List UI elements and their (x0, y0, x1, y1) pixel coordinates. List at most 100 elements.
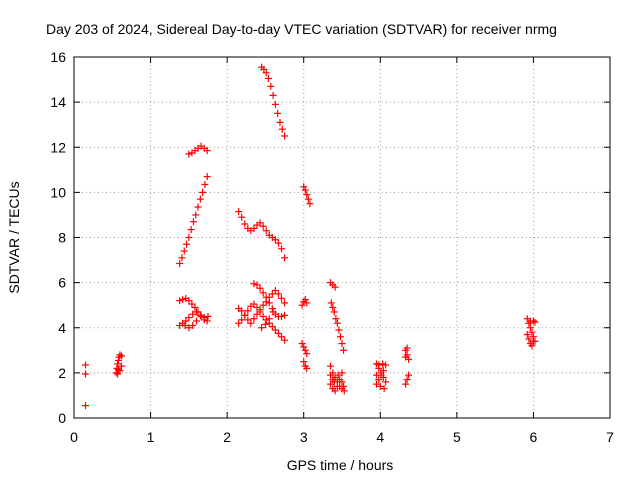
data-point (244, 307, 252, 315)
data-point (278, 125, 286, 133)
data-point (268, 290, 276, 298)
data-point (235, 319, 243, 327)
data-point (259, 301, 267, 309)
data-point (403, 376, 411, 384)
data-point (117, 352, 125, 360)
data-point (196, 195, 204, 203)
data-point (372, 380, 380, 388)
data-point (372, 371, 380, 379)
data-point (300, 343, 308, 351)
data-point (238, 213, 246, 221)
x-tick-label: 1 (147, 429, 155, 445)
data-point (185, 324, 193, 332)
data-point (278, 312, 286, 320)
data-point (117, 362, 125, 370)
data-point (176, 297, 184, 305)
data-point (529, 337, 537, 345)
data-point (204, 312, 212, 320)
data-point (267, 82, 275, 90)
data-point (278, 333, 286, 341)
data-point (194, 203, 202, 211)
data-point (281, 336, 289, 344)
data-point (114, 365, 122, 373)
data-point (199, 188, 207, 196)
data-point (301, 346, 309, 354)
data-point (81, 361, 89, 369)
data-point (306, 200, 314, 208)
data-point (379, 367, 387, 375)
data-point (116, 351, 124, 359)
x-tick-label: 7 (606, 429, 614, 445)
data-point (244, 316, 252, 324)
data-point (300, 358, 308, 366)
data-point (261, 320, 269, 328)
data-point (241, 220, 249, 228)
data-point (331, 387, 339, 395)
data-point (274, 109, 282, 117)
data-point (259, 289, 267, 297)
data-point (333, 319, 341, 327)
data-point (114, 356, 122, 364)
data-points (81, 63, 539, 410)
data-point (303, 299, 311, 307)
data-point (269, 91, 277, 99)
data-point (250, 280, 258, 288)
x-tick-label: 0 (70, 429, 78, 445)
y-tick-label: 0 (58, 410, 66, 426)
data-point (340, 387, 348, 395)
data-point (176, 259, 184, 267)
data-point (278, 245, 286, 253)
data-point (265, 299, 273, 307)
data-point (253, 310, 261, 318)
data-point (523, 331, 531, 339)
data-point (340, 346, 348, 354)
data-point (332, 315, 340, 323)
data-point (329, 376, 337, 384)
data-point (334, 371, 342, 379)
data-point (303, 191, 311, 199)
data-point (303, 350, 311, 358)
data-point (256, 219, 264, 227)
data-point (281, 254, 289, 262)
data-point (189, 218, 197, 226)
data-point (327, 362, 335, 370)
data-point (259, 222, 267, 230)
data-point (259, 312, 267, 320)
y-tick-label: 10 (50, 184, 66, 200)
data-point (182, 317, 190, 325)
data-point (376, 382, 384, 390)
data-point (178, 254, 186, 262)
data-point (201, 180, 209, 188)
data-point (340, 382, 348, 390)
data-point (265, 315, 273, 323)
data-point (271, 100, 279, 108)
data-point (189, 321, 197, 329)
data-point (238, 307, 246, 315)
x-tick-label: 6 (530, 429, 538, 445)
data-point (203, 173, 211, 181)
y-axis-label: SDTVAR / TECUs (6, 181, 22, 293)
data-point (528, 342, 536, 350)
data-point (193, 317, 201, 325)
data-point (268, 305, 276, 313)
data-point (382, 361, 390, 369)
data-point (336, 333, 344, 341)
data-point (247, 319, 255, 327)
data-point (238, 316, 246, 324)
data-point (262, 293, 270, 301)
y-tick-label: 8 (58, 230, 66, 246)
data-point (191, 303, 199, 311)
data-point (185, 297, 193, 305)
data-point (525, 335, 533, 343)
x-tick-label: 2 (223, 429, 231, 445)
data-point (256, 306, 264, 314)
data-point (380, 385, 388, 393)
y-tick-label: 2 (58, 365, 66, 381)
data-point (203, 147, 211, 155)
data-point (338, 340, 346, 348)
data-point (379, 360, 387, 368)
data-point (235, 208, 243, 216)
data-point (335, 326, 343, 334)
data-point (268, 323, 276, 331)
